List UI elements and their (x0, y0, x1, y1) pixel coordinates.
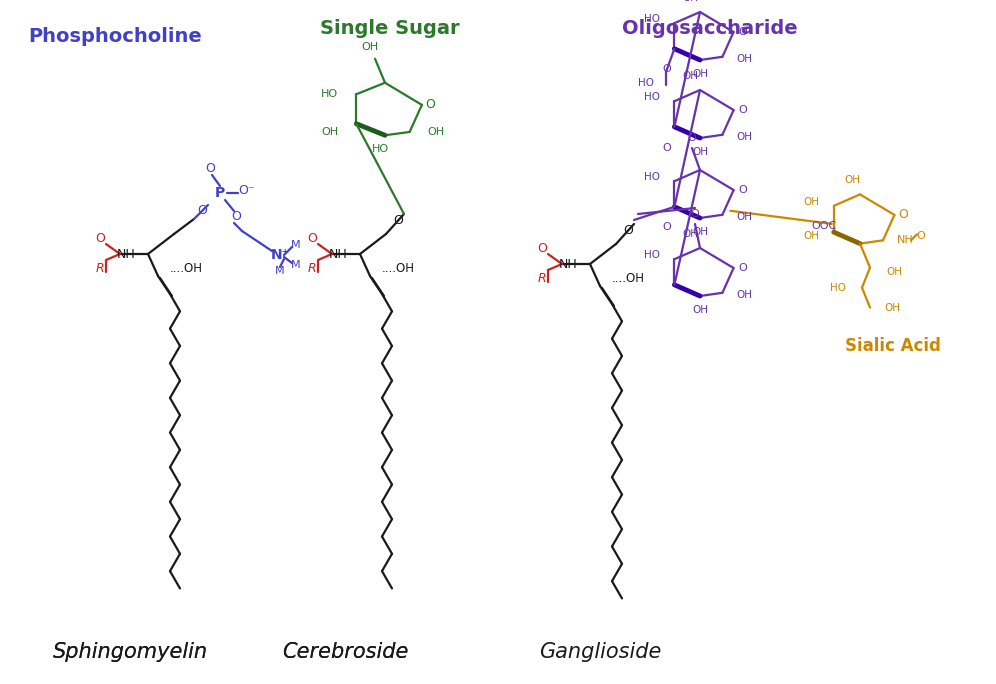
Text: ....OH: ....OH (381, 261, 414, 274)
Text: OH: OH (692, 69, 708, 79)
Text: OH: OH (804, 197, 820, 207)
Text: O: O (898, 209, 908, 222)
Text: R: R (96, 261, 105, 274)
Text: OH: OH (362, 42, 378, 52)
Text: M: M (291, 260, 301, 270)
Text: NH: NH (329, 248, 348, 261)
Text: O: O (537, 241, 547, 254)
Text: OH: OH (692, 227, 708, 237)
Text: Phosphocholine: Phosphocholine (28, 27, 202, 47)
Text: OH: OH (884, 302, 900, 313)
Text: OH: OH (736, 54, 752, 64)
Text: OH: OH (736, 290, 752, 300)
Text: HO: HO (644, 250, 660, 260)
Text: Ganglioside: Ganglioside (539, 642, 661, 662)
Text: OH: OH (692, 147, 708, 157)
Text: R: R (538, 272, 547, 285)
Text: OH: OH (682, 229, 698, 239)
Text: HO: HO (644, 172, 660, 182)
Text: OH: OH (886, 267, 902, 276)
Text: O: O (738, 105, 747, 115)
Text: NH: NH (897, 235, 913, 246)
Text: OOC: OOC (811, 221, 837, 231)
Text: O: O (393, 213, 403, 226)
Text: O: O (662, 222, 670, 233)
Text: HO: HO (321, 89, 339, 99)
Text: O: O (916, 231, 925, 241)
Text: NH: NH (559, 257, 578, 270)
Text: OH: OH (682, 71, 698, 81)
Text: OH: OH (321, 127, 339, 137)
Text: Sialic Acid: Sialic Acid (845, 337, 941, 355)
Text: HO: HO (372, 144, 388, 154)
Text: P: P (215, 186, 225, 200)
Text: Single Sugar: Single Sugar (320, 20, 460, 38)
Text: M: M (275, 266, 285, 276)
Text: O: O (738, 185, 747, 195)
Text: O⁻: O⁻ (238, 185, 254, 198)
Text: O: O (197, 205, 207, 218)
Text: ....OH: ....OH (169, 261, 202, 274)
Text: O: O (231, 211, 241, 224)
Text: Oligosaccharide: Oligosaccharide (622, 20, 798, 38)
Text: O: O (205, 163, 215, 176)
Text: ....OH: ....OH (612, 272, 644, 285)
Text: NH: NH (117, 248, 135, 261)
Text: O: O (738, 263, 747, 273)
Text: O: O (623, 224, 632, 237)
Text: Sphingomyelin: Sphingomyelin (53, 642, 207, 662)
Text: Sphingomyelin: Sphingomyelin (53, 642, 207, 662)
Text: O: O (307, 231, 317, 244)
Text: OH: OH (736, 212, 752, 222)
Text: O: O (662, 144, 670, 153)
Text: O: O (662, 64, 670, 75)
Text: HO: HO (644, 92, 660, 102)
Text: R: R (308, 261, 317, 274)
Text: O: O (95, 231, 105, 244)
Text: M: M (291, 240, 301, 250)
Text: OH: OH (427, 127, 445, 137)
Text: O: O (690, 209, 699, 219)
Text: OH: OH (844, 175, 860, 185)
Text: HO: HO (638, 78, 654, 88)
Text: O: O (425, 98, 435, 111)
Text: OH: OH (804, 231, 820, 241)
Text: Cerebroside: Cerebroside (282, 642, 408, 662)
Text: Cerebroside: Cerebroside (282, 642, 408, 662)
Text: O: O (738, 27, 747, 37)
Text: OH: OH (736, 132, 752, 142)
Text: OH: OH (692, 305, 708, 315)
Text: HO: HO (830, 282, 846, 293)
Text: O: O (687, 133, 696, 143)
Text: N⁺: N⁺ (271, 248, 290, 262)
Text: HO: HO (644, 14, 660, 24)
Text: OH: OH (682, 0, 698, 3)
